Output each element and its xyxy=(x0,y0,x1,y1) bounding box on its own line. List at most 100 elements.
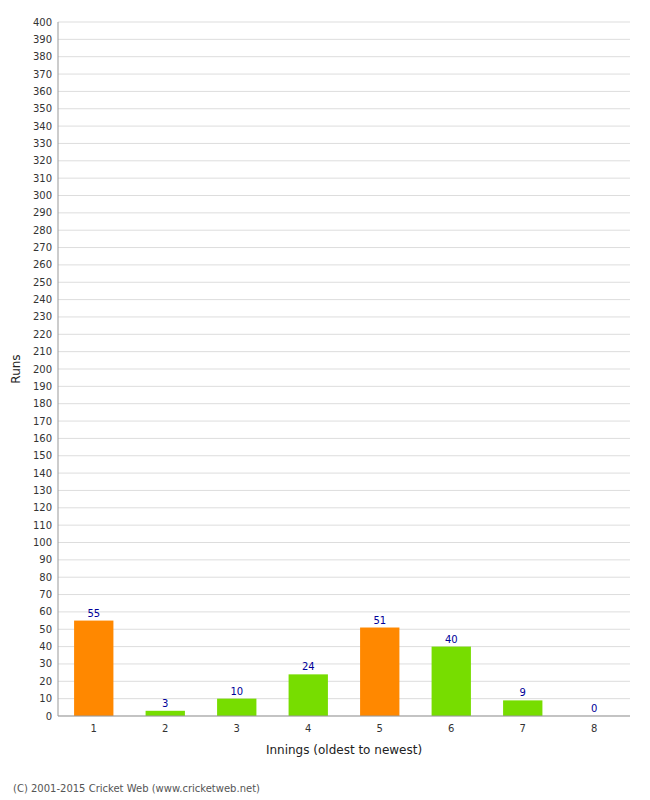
x-tick-label: 8 xyxy=(591,723,597,734)
grid-line xyxy=(58,22,630,23)
grid-line xyxy=(58,611,630,612)
grid-line xyxy=(58,577,630,578)
grid-line xyxy=(58,455,630,456)
bar xyxy=(503,700,542,716)
y-tick-label: 50 xyxy=(39,624,52,635)
bar xyxy=(432,647,471,716)
y-tick-label: 100 xyxy=(33,537,52,548)
y-tick-label: 180 xyxy=(33,398,52,409)
y-axis-line xyxy=(58,22,59,716)
y-tick-label: 400 xyxy=(33,17,52,28)
grid-line xyxy=(58,438,630,439)
y-tick-label: 380 xyxy=(33,51,52,62)
grid-line xyxy=(58,681,630,682)
y-tick-label: 300 xyxy=(33,190,52,201)
grid-line xyxy=(58,663,630,664)
bars xyxy=(74,621,542,716)
footer: (C) 2001-2015 Cricket Web (www.cricketwe… xyxy=(13,783,260,794)
bar xyxy=(360,628,399,716)
y-tick-label: 200 xyxy=(33,364,52,375)
x-tick-label: 3 xyxy=(234,723,240,734)
y-tick-label: 110 xyxy=(33,520,52,531)
y-tick-label: 310 xyxy=(33,173,52,184)
y-tick-label: 370 xyxy=(33,69,52,80)
grid-line xyxy=(58,369,630,370)
grid-line xyxy=(58,403,630,404)
x-axis-label: Innings (oldest to newest) xyxy=(266,743,422,757)
grid-line xyxy=(58,316,630,317)
x-tick-label: 7 xyxy=(520,723,526,734)
y-tick-label: 350 xyxy=(33,103,52,114)
y-tick-label: 330 xyxy=(33,138,52,149)
data-label: 51 xyxy=(373,615,386,626)
grid-line xyxy=(58,39,630,40)
y-tick-label: 10 xyxy=(39,693,52,704)
y-tick-label: 230 xyxy=(33,311,52,322)
data-label: 55 xyxy=(87,608,100,619)
x-axis-line xyxy=(58,716,630,717)
data-label: 40 xyxy=(445,634,458,645)
y-tick-label: 20 xyxy=(39,676,52,687)
grid-line xyxy=(58,386,630,387)
chart-container: 0102030405060708090100110120130140150160… xyxy=(0,0,650,800)
x-tick-labels: 1 2 3 4 5 6 7 8 xyxy=(91,723,598,734)
bar xyxy=(74,621,113,716)
y-tick-label: 140 xyxy=(33,468,52,479)
grid-line xyxy=(58,594,630,595)
y-tick-label: 260 xyxy=(33,259,52,270)
bar xyxy=(146,711,185,716)
y-tick-label: 220 xyxy=(33,329,52,340)
grid-line xyxy=(58,108,630,109)
y-tick-label: 0 xyxy=(46,711,52,722)
grid-line xyxy=(58,74,630,75)
y-tick-label: 250 xyxy=(33,277,52,288)
x-tick-label: 2 xyxy=(162,723,168,734)
y-tick-label: 60 xyxy=(39,606,52,617)
y-tick-label: 270 xyxy=(33,242,52,253)
y-tick-label: 70 xyxy=(39,589,52,600)
grid-line xyxy=(58,525,630,526)
x-tick-label: 6 xyxy=(448,723,454,734)
grid-line xyxy=(58,126,630,127)
y-tick-label: 80 xyxy=(39,572,52,583)
y-tick-label: 90 xyxy=(39,554,52,565)
grid-line xyxy=(58,473,630,474)
data-label: 3 xyxy=(162,698,168,709)
x-tick-label: 4 xyxy=(305,723,311,734)
grid-line xyxy=(58,178,630,179)
y-tick-label: 120 xyxy=(33,502,52,513)
y-tick-label: 190 xyxy=(33,381,52,392)
chart-svg: 0102030405060708090100110120130140150160… xyxy=(0,0,650,800)
x-tick-label: 1 xyxy=(91,723,97,734)
grid-line xyxy=(58,91,630,92)
grid-line xyxy=(58,351,630,352)
y-tick-label: 240 xyxy=(33,294,52,305)
grid-line xyxy=(58,247,630,248)
y-tick-label: 40 xyxy=(39,641,52,652)
grid-line xyxy=(58,334,630,335)
x-tick-label: 5 xyxy=(377,723,383,734)
y-tick-labels: 0102030405060708090100110120130140150160… xyxy=(33,17,52,722)
grid-line xyxy=(58,421,630,422)
grid-line xyxy=(58,212,630,213)
grid-line xyxy=(58,698,630,699)
y-tick-label: 130 xyxy=(33,485,52,496)
grid-line xyxy=(58,716,630,717)
grid-line xyxy=(58,282,630,283)
y-tick-label: 150 xyxy=(33,450,52,461)
data-label: 24 xyxy=(302,661,315,672)
y-tick-label: 170 xyxy=(33,416,52,427)
grid-line xyxy=(58,230,630,231)
grid-line xyxy=(58,646,630,647)
grid-line xyxy=(58,490,630,491)
data-labels: 5531024514090 xyxy=(87,608,597,714)
y-tick-label: 30 xyxy=(39,658,52,669)
grid-line xyxy=(58,299,630,300)
bar xyxy=(217,699,256,716)
data-label: 0 xyxy=(591,703,597,714)
grid-line xyxy=(58,507,630,508)
y-axis-label: Runs xyxy=(9,354,23,383)
y-tick-label: 280 xyxy=(33,225,52,236)
grid-line xyxy=(58,629,630,630)
y-tick-label: 210 xyxy=(33,346,52,357)
